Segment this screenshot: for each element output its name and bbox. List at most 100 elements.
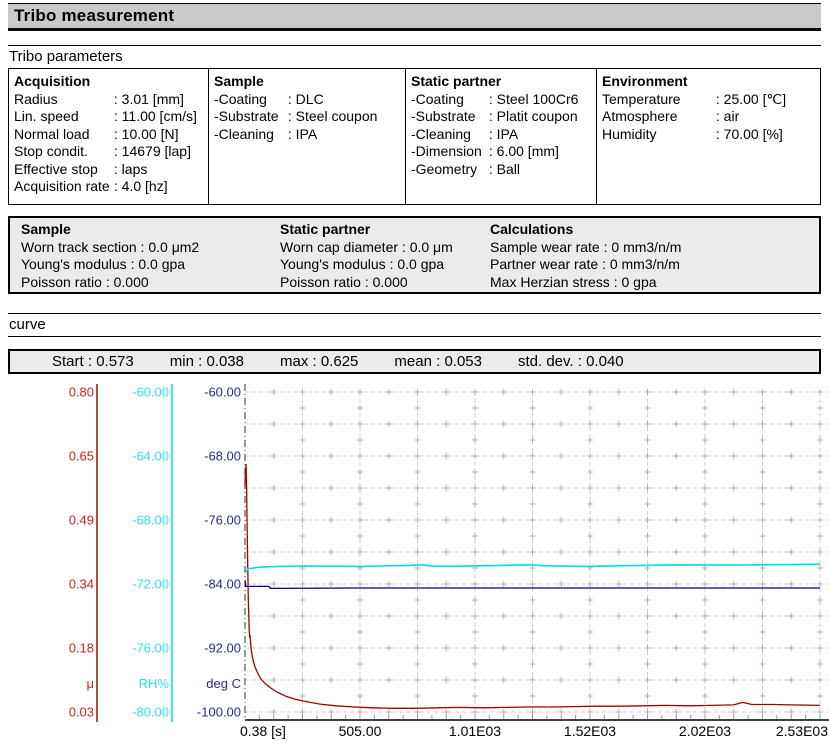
x-tick-label: 2.02E03 [679, 723, 731, 739]
temperature-tick-label: -92.00 [204, 641, 241, 656]
mu-tick-label: 0.49 [69, 513, 94, 528]
param-label: -Substrate [214, 108, 284, 126]
parameters-box-column-acquisition: AcquisitionRadius3.01 [mm]Lin. speed11.0… [9, 69, 208, 204]
param-row-dimension: -Dimension6.00 [mm] [411, 143, 594, 161]
param-value: 0 gpa [610, 274, 657, 292]
param-value: 0.000 [361, 274, 408, 292]
param-row-young-s-modulus: Young's modulus0.0 gpa [21, 256, 280, 274]
mu-unit-label: μ [87, 676, 95, 691]
temperature-tick-label: -100.00 [197, 705, 241, 720]
param-value: 25.00 [℃] [712, 91, 786, 109]
param-label: -Cleaning [214, 126, 284, 144]
param-row-temperature: Temperature25.00 [℃] [602, 91, 818, 109]
temperature-tick-label: -84.00 [204, 577, 241, 592]
param-label: -Substrate [411, 108, 485, 126]
param-value: DLC [284, 91, 324, 109]
param-row-acquisition-rate: Acquisition rate4.0 [hz] [14, 178, 206, 196]
results-box-column-sample: SampleWorn track section0.0 μm2Young's m… [10, 221, 280, 292]
results-box-column-calculations: CalculationsSample wear rate0 mm3/n/mPar… [490, 221, 819, 292]
param-value: Steel 100Cr6 [485, 91, 578, 109]
param-row-substrate: -SubstratePlatit coupon [411, 108, 594, 126]
stat-min: min0.038 [170, 353, 244, 370]
param-label: Worn track section [21, 239, 137, 257]
page-title: Tribo measurement [14, 6, 174, 25]
param-value: 3.01 [mm] [110, 91, 184, 109]
temperature-tick-label: -60.00 [204, 385, 241, 400]
param-value: air [712, 108, 739, 126]
mu-tick-label: 0.80 [69, 385, 94, 400]
temperature-tick-label: -68.00 [204, 449, 241, 464]
param-label: Atmosphere [602, 108, 712, 126]
humidity-tick-label: -60.00 [132, 385, 169, 400]
results-box-column-static-partner: Static partnerWorn cap diameter0.0 μmYou… [280, 221, 490, 292]
param-value: Platit coupon [485, 108, 578, 126]
column-heading: Sample [214, 73, 403, 91]
param-row-sample-wear-rate: Sample wear rate0 mm3/n/m [490, 239, 819, 257]
param-row-humidity: Humidity70.00 [%] [602, 126, 818, 144]
param-value: 0.0 gpa [386, 256, 444, 274]
parameters-box-column-sample: Sample-CoatingDLC-SubstrateSteel coupon-… [208, 69, 405, 204]
stat-start: Start0.573 [52, 353, 134, 370]
param-value: 6.00 [mm] [485, 143, 559, 161]
param-label: Acquisition rate [14, 178, 110, 196]
param-label: Humidity [602, 126, 712, 144]
x-tick-label: 1.01E03 [449, 723, 501, 739]
param-value: 0.0 μm [398, 239, 453, 257]
chart-canvas: 0.800.650.490.340.180.03μ-60.00-64.00-68… [0, 380, 829, 746]
param-label: Poisson ratio [21, 274, 102, 292]
humidity-unit-label: RH% [139, 676, 170, 691]
param-value: 0.0 gpa [127, 256, 185, 274]
param-value: 70.00 [%] [712, 126, 783, 144]
section-title-parameters: Tribo parameters [8, 46, 821, 69]
curve-stats-bar: Start0.573 min0.038 max0.625 mean0.053 s… [8, 349, 821, 374]
column-heading: Environment [602, 73, 818, 91]
param-value: IPA [284, 126, 317, 144]
x-tick-label: 0.38 [s] [240, 723, 286, 739]
param-row-lin-speed: Lin. speed11.00 [cm/s] [14, 108, 206, 126]
param-label: -Cleaning [411, 126, 485, 144]
param-value: 4.0 [hz] [110, 178, 168, 196]
param-row-poisson-ratio: Poisson ratio0.000 [280, 274, 490, 292]
param-value: 0.0 μm2 [137, 239, 200, 257]
param-value: Steel coupon [284, 108, 377, 126]
param-row-atmosphere: Atmosphereair [602, 108, 818, 126]
param-label: Young's modulus [280, 256, 386, 274]
parameters-box-column-static-partner: Static partner-CoatingSteel 100Cr6-Subst… [405, 69, 596, 204]
humidity-tick-label: -64.00 [132, 449, 169, 464]
humidity-tick-label: -80.00 [132, 705, 169, 720]
param-value: laps [110, 161, 147, 179]
param-row-substrate: -SubstrateSteel coupon [214, 108, 403, 126]
humidity-tick-label: -76.00 [132, 641, 169, 656]
param-row-effective-stop: Effective stoplaps [14, 161, 206, 179]
param-row-geometry: -GeometryBall [411, 161, 594, 179]
param-label: -Coating [214, 91, 284, 109]
param-row-poisson-ratio: Poisson ratio0.000 [21, 274, 280, 292]
param-label: Sample wear rate [490, 239, 600, 257]
param-label: Radius [14, 91, 110, 109]
param-row-partner-wear-rate: Partner wear rate0 mm3/n/m [490, 256, 819, 274]
page-title-bar: Tribo measurement [8, 3, 821, 31]
tribo-report-page: Tribo measurement Tribo parameters Acqui… [0, 0, 829, 746]
param-label: -Geometry [411, 161, 485, 179]
mu-tick-label: 0.03 [69, 705, 94, 720]
param-label: Stop condit. [14, 143, 110, 161]
param-value: 0 mm3/n/m [600, 239, 682, 257]
param-row-max-herzian-stress: Max Herzian stress0 gpa [490, 274, 819, 292]
param-row-stop-condit: Stop condit.14679 [lap] [14, 143, 206, 161]
param-label: Young's modulus [21, 256, 127, 274]
column-heading: Static partner [411, 73, 594, 91]
param-value: 11.00 [cm/s] [110, 108, 197, 126]
param-value: 0 mm3/n/m [598, 256, 680, 274]
x-tick-label: 1.52E03 [564, 723, 616, 739]
param-label: Effective stop [14, 161, 110, 179]
column-heading: Static partner [280, 221, 490, 239]
stat-stddev: std. dev.0.040 [518, 353, 624, 370]
param-value: 10.00 [N] [110, 126, 179, 144]
mu-tick-label: 0.65 [69, 449, 94, 464]
section-curve: curve [8, 313, 821, 337]
parameters-box: AcquisitionRadius3.01 [mm]Lin. speed11.0… [8, 68, 821, 205]
stat-mean: mean0.053 [394, 353, 482, 370]
param-row-cleaning: -CleaningIPA [214, 126, 403, 144]
x-axis-minor-ticks [259, 715, 820, 719]
temperature-tick-label: -76.00 [204, 513, 241, 528]
